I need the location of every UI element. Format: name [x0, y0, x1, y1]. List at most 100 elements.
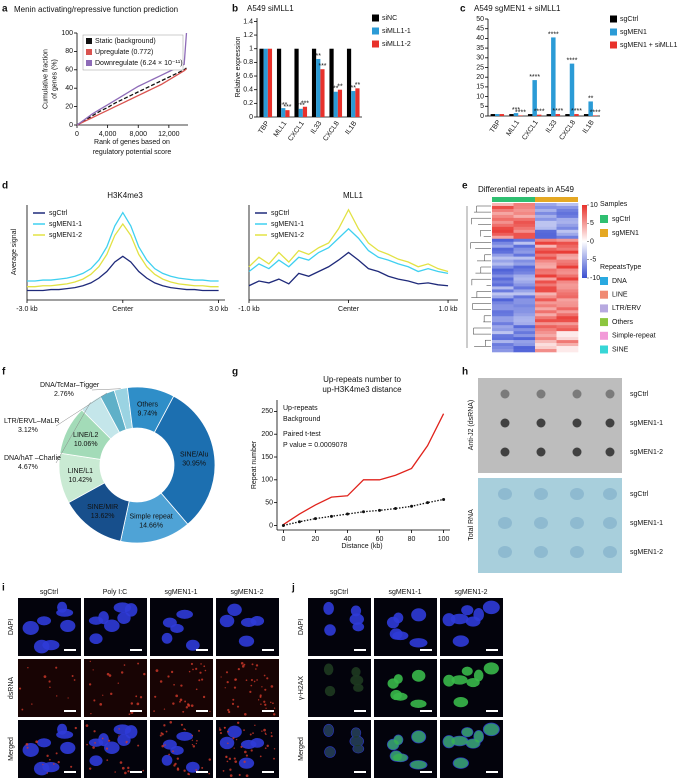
blot-dot [498, 488, 512, 500]
heatmap-cell [513, 256, 536, 260]
signal-speckle [180, 684, 183, 687]
heatmap-cell [556, 325, 579, 329]
bar [351, 91, 356, 117]
y-axis-label: Average signal [11, 228, 18, 275]
point [345, 512, 349, 516]
signal [443, 674, 455, 687]
signal-speckle [232, 698, 235, 701]
signal-speckle [163, 708, 166, 710]
heatmap-cell [492, 301, 514, 305]
heatmap-cell [492, 205, 514, 210]
y-tick-label: 1.2 [243, 32, 253, 39]
panel-label: g [232, 367, 238, 378]
signal [350, 675, 364, 686]
heatmap-cell [556, 319, 579, 323]
heatmap-cell [535, 274, 557, 278]
micrograph [374, 659, 437, 717]
heatmap-cell [556, 226, 579, 231]
legend-swatch [600, 215, 608, 223]
heatmap-cell [513, 235, 536, 240]
signal-speckle [204, 669, 207, 672]
heatmap-cell [513, 250, 536, 254]
signal-speckle [184, 729, 187, 731]
nucleus [176, 731, 193, 741]
y-tick-label: 1 [249, 46, 253, 53]
colorbar-tick-label: 10 [590, 202, 598, 209]
nucleus [113, 724, 132, 735]
y-axis-label: Relative expression [235, 36, 242, 97]
heatmap-cell [535, 220, 557, 225]
heatmap-cell [492, 346, 514, 350]
pie-value-label: 2.76% [54, 391, 74, 398]
signal [351, 667, 361, 677]
signal-speckle [153, 710, 155, 712]
heatmap-cell [492, 325, 514, 329]
signal-speckle [170, 670, 174, 674]
signal-speckle [21, 708, 24, 711]
legend-swatch [610, 41, 617, 49]
heatmap-cell [492, 283, 514, 287]
heatmap-cell [556, 229, 579, 234]
signal-speckle [179, 698, 183, 702]
blot-dot [534, 517, 548, 529]
blot-dot [498, 517, 512, 529]
y-tick-label: 5 [480, 103, 484, 110]
chart-title: up-H3K4me3 distance [322, 385, 402, 394]
signal-speckle [18, 687, 22, 690]
signal-speckle [219, 727, 221, 729]
heatmap-cell [535, 331, 557, 335]
nucleus [450, 613, 469, 625]
heatmap-cell [535, 271, 557, 275]
heatmap-cell [535, 286, 557, 290]
heatmap-cell [492, 203, 514, 207]
signal [323, 724, 334, 737]
signal-speckle [42, 763, 44, 766]
pie-value-label: 14.66% [139, 523, 163, 530]
heatmap-cell [556, 211, 579, 216]
signal-speckle [195, 769, 198, 771]
heatmap-cell [492, 319, 514, 323]
legend-label: Upregulate (0.772) [95, 49, 153, 56]
signal-speckle [264, 747, 267, 750]
y-axis-label: Cumulative fraction [42, 49, 49, 109]
signal-speckle [255, 664, 259, 667]
heatmap-cell [513, 229, 536, 234]
legend-swatch [86, 60, 92, 66]
significance-label: *** [512, 107, 520, 114]
signal-speckle [270, 685, 274, 688]
micrograph [84, 659, 147, 717]
legend-swatch [86, 49, 92, 55]
signal-speckle [172, 750, 174, 753]
blot-dot [500, 389, 510, 399]
x-tick-label: IL33 [545, 119, 559, 134]
signal-speckle [270, 735, 273, 738]
point [362, 510, 365, 514]
signal-speckle [234, 760, 238, 764]
heatmap-cell [556, 256, 579, 260]
nucleus [227, 603, 242, 616]
legend-label: Others [612, 319, 634, 326]
signal-speckle [31, 703, 33, 705]
heatmap-cell [513, 292, 536, 296]
heatmap-cell [492, 274, 514, 278]
signal-speckle [249, 733, 252, 736]
heatmap-cell [492, 310, 514, 314]
signal-speckle [135, 695, 138, 698]
nucleus [104, 619, 120, 632]
column-label: sgCtrl [40, 589, 59, 596]
heatmap-cell [513, 310, 536, 314]
x-tick-label: IL1B [582, 119, 596, 135]
legend-swatch [600, 345, 608, 354]
heatmap-cell [492, 328, 514, 332]
heatmap-cell [535, 250, 557, 254]
bar [316, 58, 321, 117]
signal [443, 735, 455, 748]
heatmap-cell [513, 226, 536, 231]
signal-speckle [249, 690, 252, 693]
signal-speckle [263, 728, 266, 732]
y-axis-label: Repeat number [251, 440, 258, 489]
point [313, 517, 317, 521]
heatmap-cell [556, 274, 579, 278]
heatmap-cell [556, 247, 579, 251]
signal-speckle [219, 732, 223, 735]
